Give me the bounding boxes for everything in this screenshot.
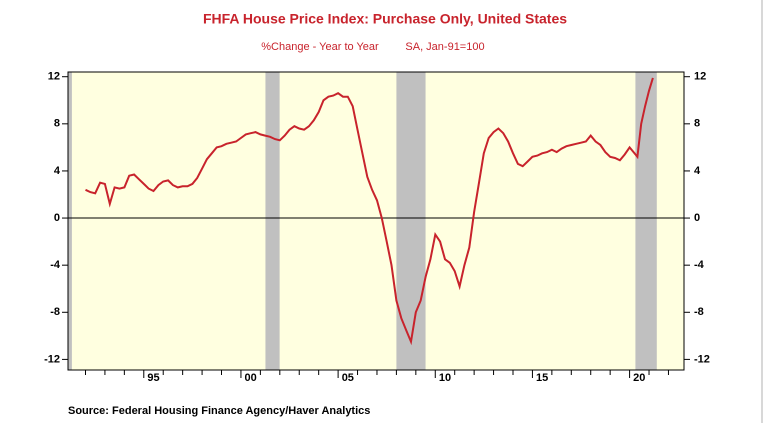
y-tick-label: 0 [54, 212, 60, 224]
y2-tick-label: 8 [694, 118, 700, 130]
y-tick-label: -12 [44, 353, 60, 365]
x-tick-label: 15 [536, 372, 548, 384]
x-tick-label: 20 [633, 372, 645, 384]
recession-band [396, 72, 426, 370]
y-tick-label: -4 [50, 259, 61, 271]
y-tick-label: 8 [54, 118, 60, 130]
y2-tick-label: 4 [694, 165, 701, 177]
recession-band [265, 72, 280, 370]
y-tick-label: 12 [48, 71, 60, 83]
x-tick-label: 95 [147, 372, 159, 384]
plot-frame [67, 71, 685, 371]
x-tick-label: 05 [342, 372, 354, 384]
y2-tick-label: -8 [694, 306, 704, 318]
series-line [85, 77, 654, 346]
chart-subtitle: %Change - Year to Year [261, 41, 379, 53]
y-tick-label: 4 [54, 165, 61, 177]
x-tick-label: 10 [439, 372, 451, 384]
recession-band [68, 72, 72, 370]
y2-tick-label: 0 [694, 212, 700, 224]
y2-tick-label: -4 [694, 259, 705, 271]
y2-tick-label: 12 [694, 71, 706, 83]
y2-tick-label: -12 [694, 353, 710, 365]
x-tick-label: 00 [245, 372, 257, 384]
recession-band [635, 72, 657, 370]
chart-title: FHFA House Price Index: Purchase Only, U… [203, 11, 567, 27]
plot-background [68, 72, 684, 370]
y-tick-label: -8 [50, 306, 60, 318]
source-note: Source: Federal Housing Finance Agency/H… [68, 405, 370, 417]
chart-subtitle: SA, Jan-91=100 [405, 41, 484, 53]
